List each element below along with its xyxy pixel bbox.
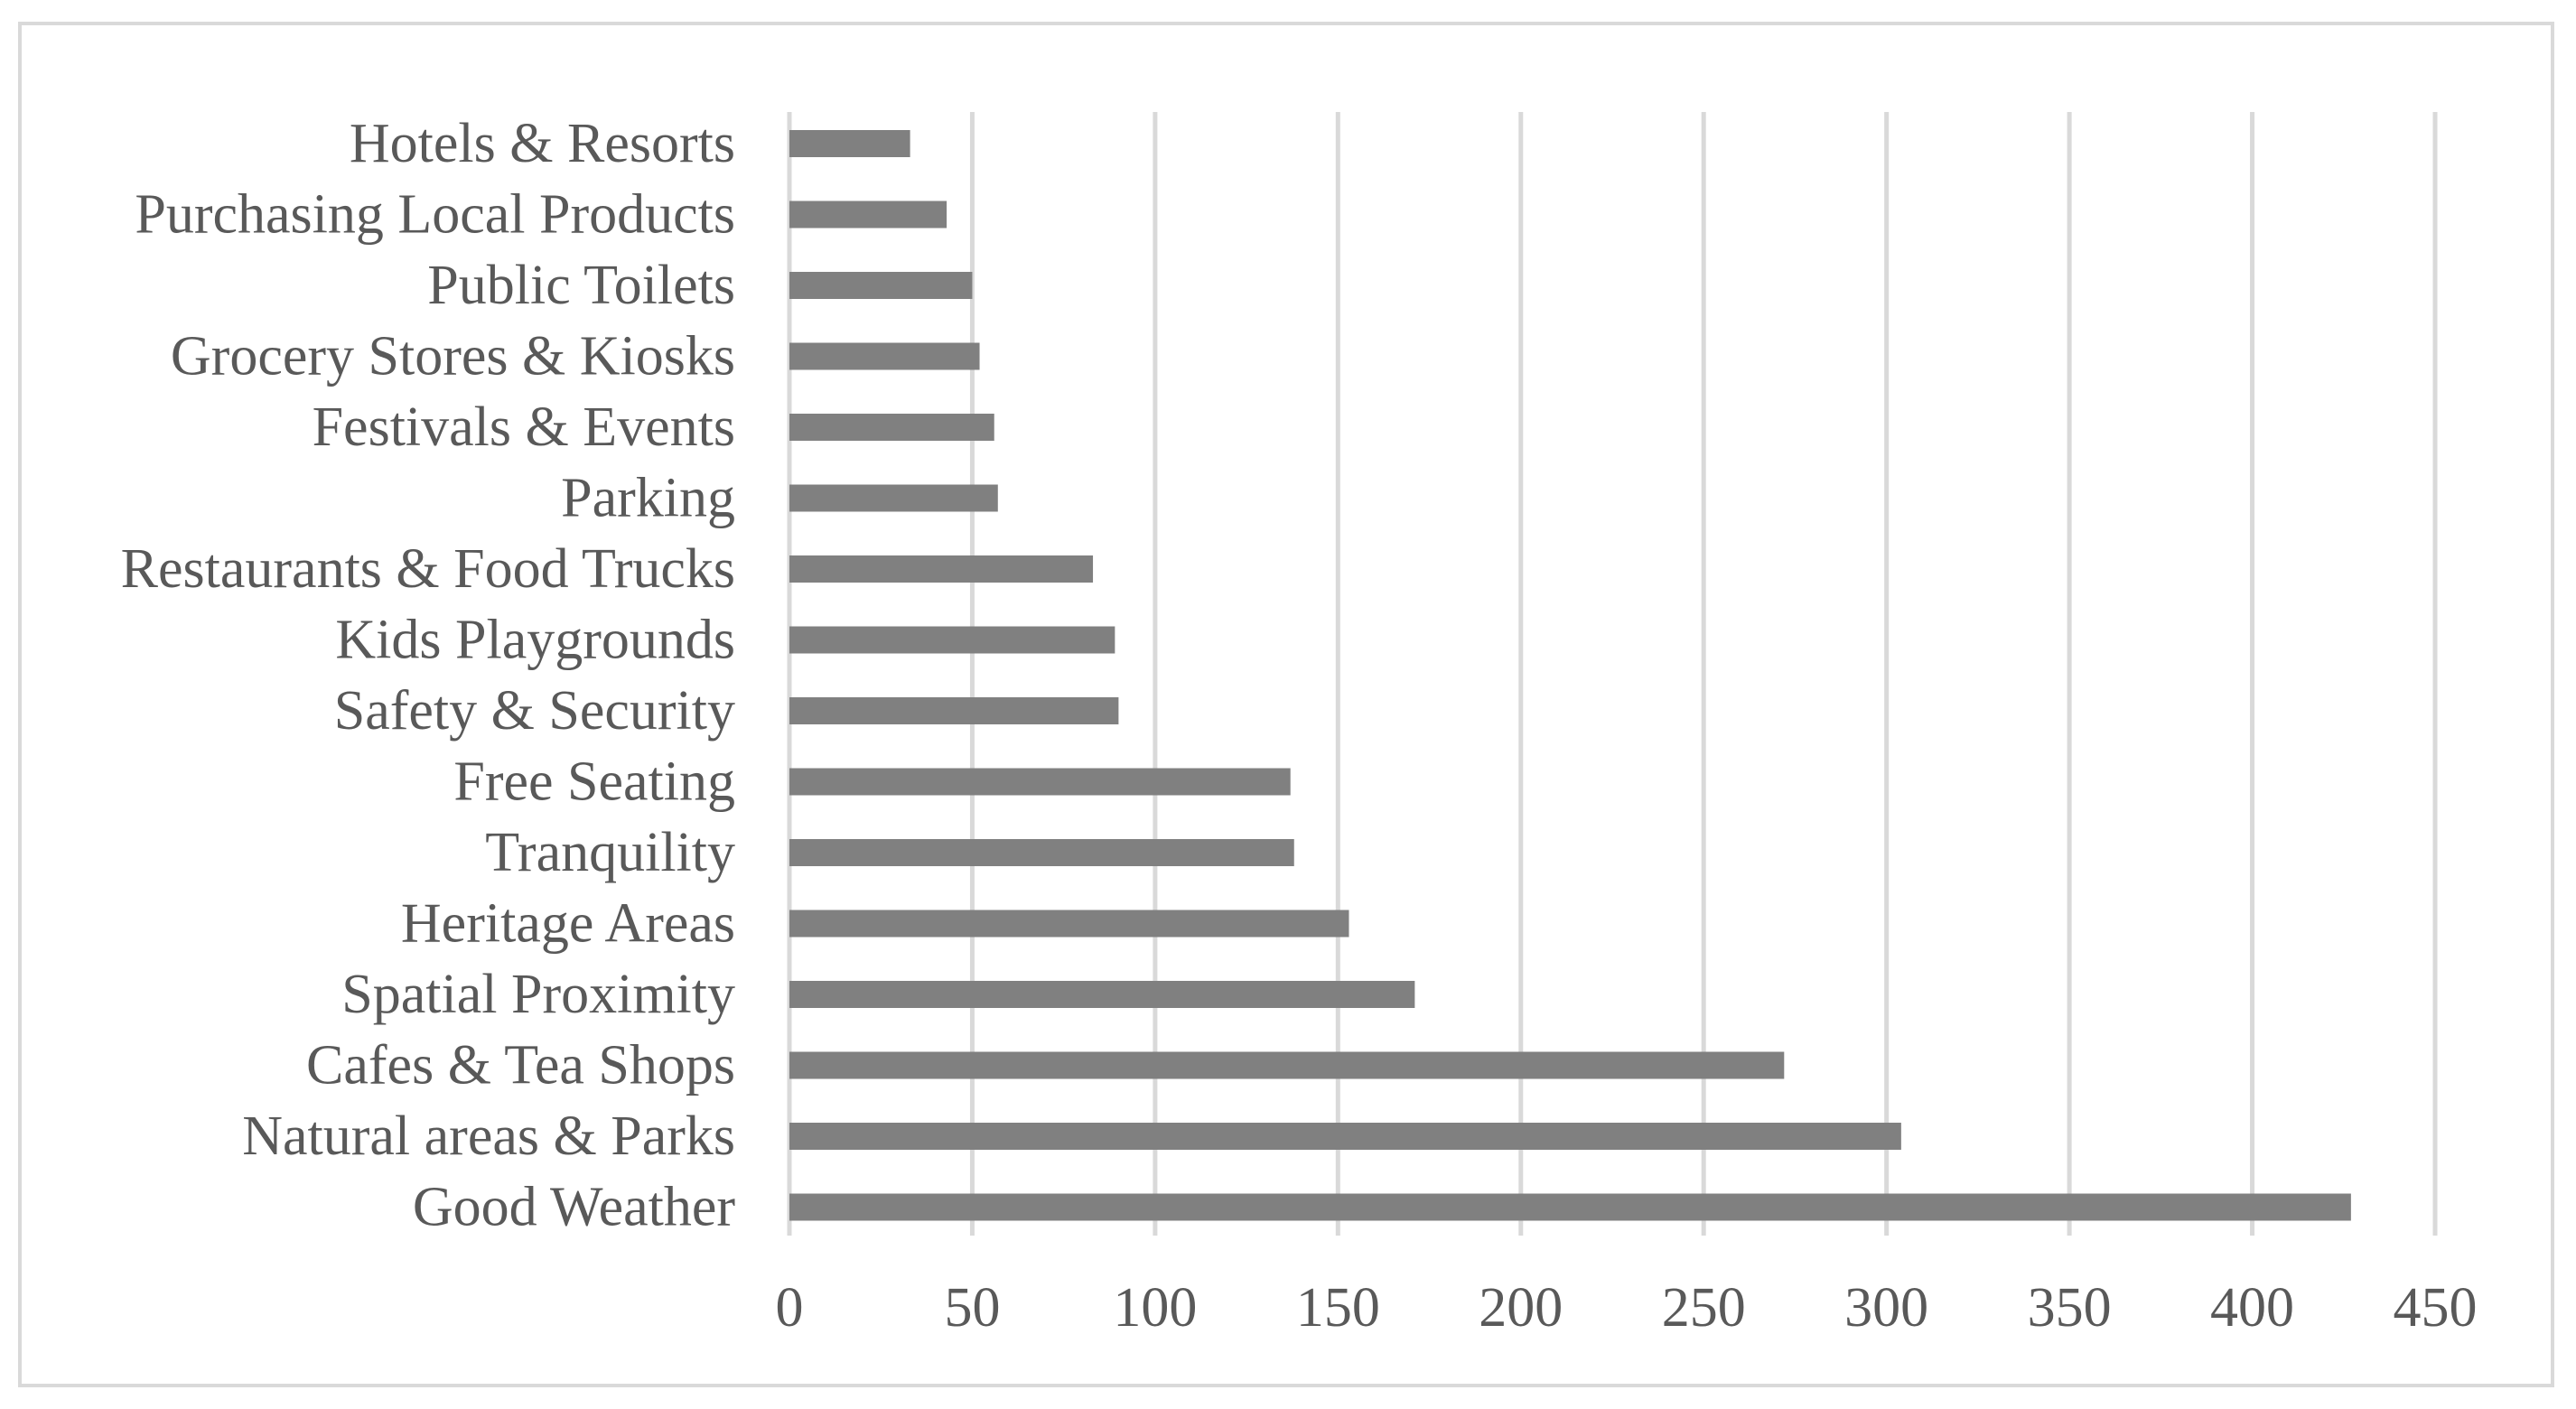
bar [789,839,1294,866]
category-label: Spatial Proximity [341,964,735,1025]
category-label: Kids Playgrounds [335,610,735,671]
bar [789,626,1115,654]
category-label: Hotels & Resorts [350,113,735,174]
bar [789,414,994,441]
bar [789,910,1349,938]
bar [789,272,973,299]
bar [789,484,998,512]
category-label: Grocery Stores & Kiosks [171,326,735,387]
bar [789,981,1415,1008]
category-labels: Hotels & Resorts Purchasing Local Product… [121,113,736,1238]
bar [789,130,910,157]
chart-frame: Hotels & Resorts Purchasing Local Product… [18,22,2554,1387]
bar [789,555,1094,583]
x-tick-label: 350 [2028,1277,2112,1339]
category-label: Free Seating [453,751,735,813]
x-tick-label: 50 [944,1277,1000,1339]
category-label: Safety & Security [334,680,735,742]
bar [789,697,1119,724]
category-label: Parking [561,468,735,529]
x-tick-label: 100 [1113,1277,1197,1339]
category-label: Good Weather [413,1177,735,1238]
category-label: Restaurants & Food Trucks [121,538,735,600]
bars [789,130,2351,1221]
x-tick-label: 300 [1844,1277,1928,1339]
category-label: Natural areas & Parks [242,1106,735,1167]
bar [789,342,980,370]
x-tick-label: 450 [2394,1277,2478,1339]
category-label: Purchasing Local Products [135,184,735,246]
bar [789,768,1291,796]
gridlines [787,112,2438,1236]
x-tick-label: 250 [1662,1277,1746,1339]
bar-chart: Hotels & Resorts Purchasing Local Product… [121,112,2478,1339]
category-label: Public Toilets [427,255,735,316]
category-label: Cafes & Tea Shops [306,1035,735,1096]
bar [789,1123,1901,1150]
category-label: Festivals & Events [313,397,735,458]
bar [789,201,947,229]
category-label: Heritage Areas [401,893,735,955]
x-tick-label: 150 [1296,1277,1380,1339]
x-tick-label: 400 [2210,1277,2294,1339]
x-tick-labels: 0 50 100 150 200 250 300 350 400 450 [776,1277,2478,1339]
bar [789,1193,2351,1221]
bar [789,1051,1785,1079]
category-label: Tranquility [485,822,735,883]
x-tick-label: 200 [1479,1277,1563,1339]
x-tick-label: 0 [776,1277,804,1339]
